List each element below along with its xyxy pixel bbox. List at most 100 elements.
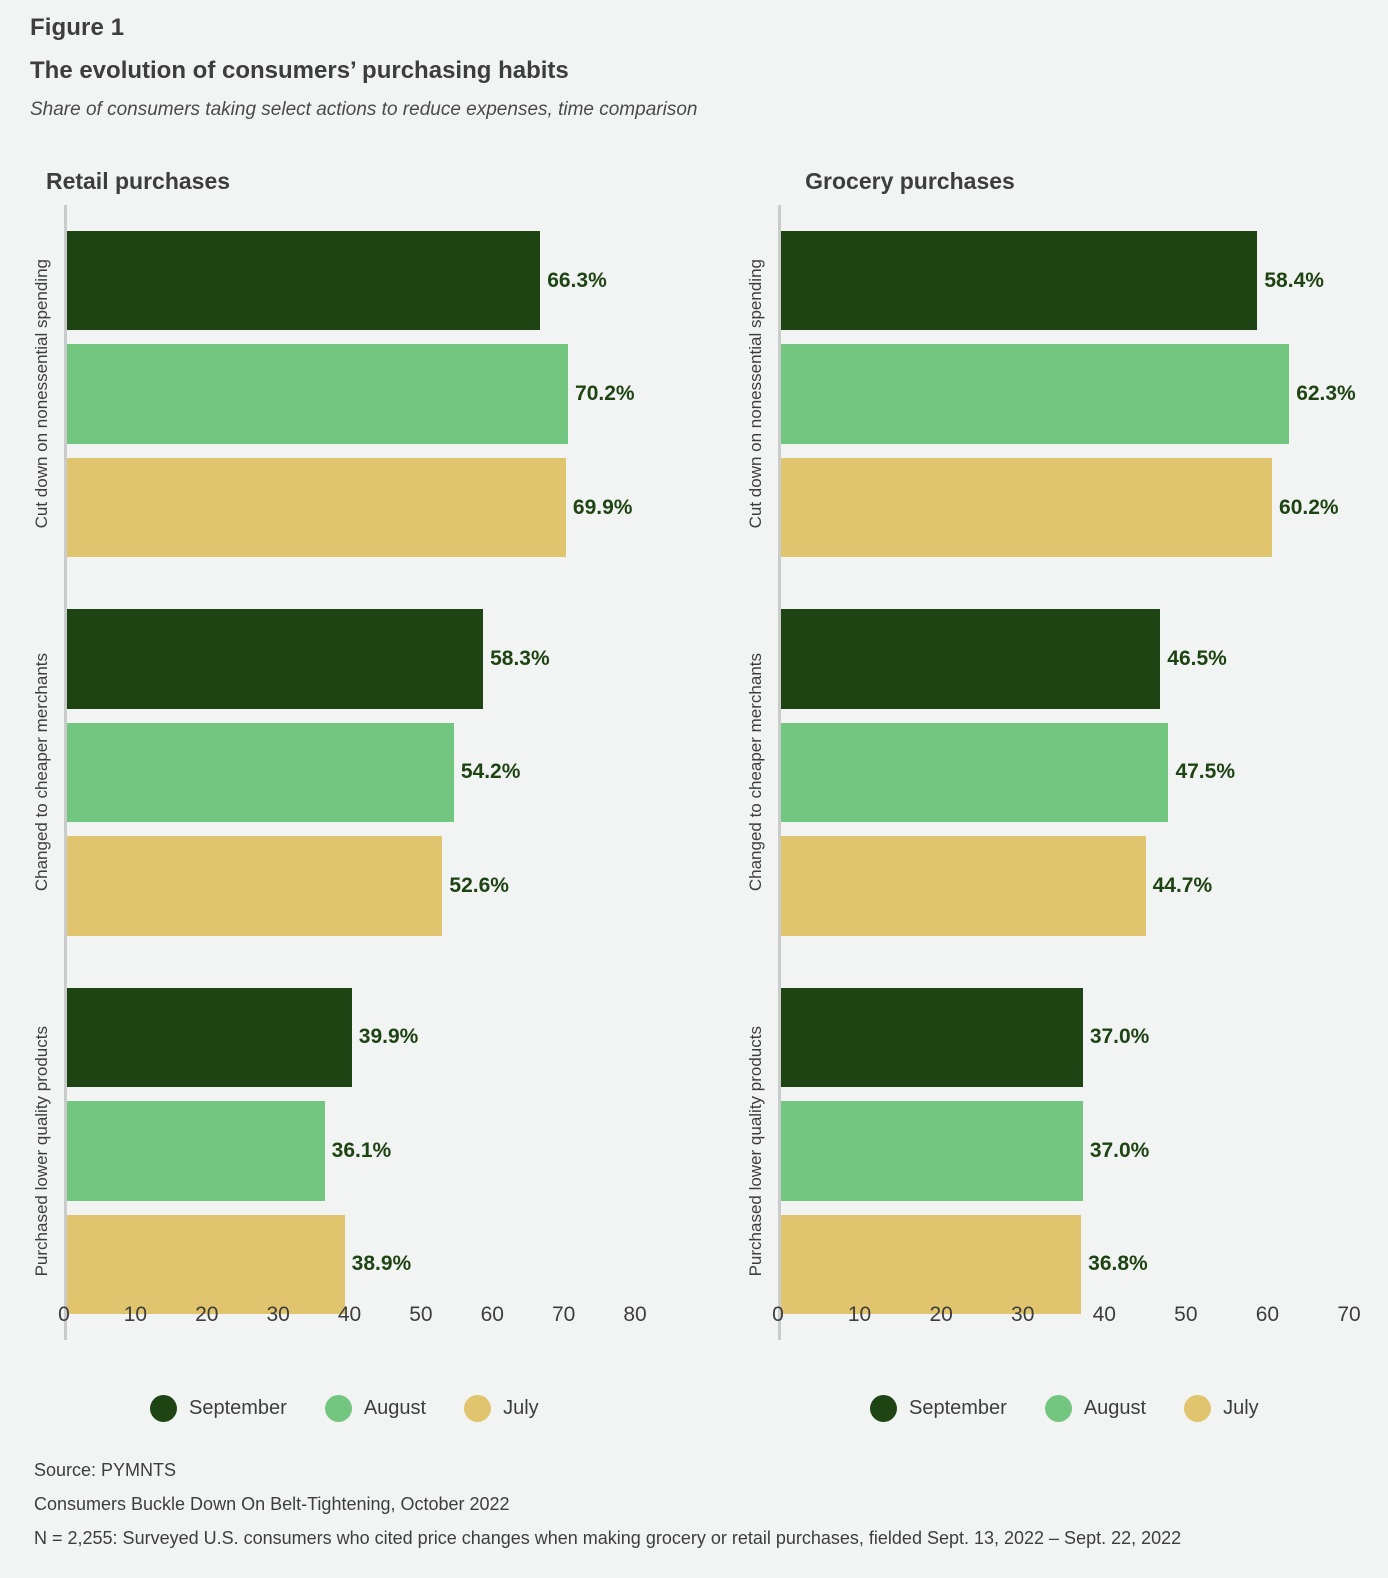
category-axis-label: Purchased lower quality products — [738, 962, 772, 1340]
bar-september[interactable] — [67, 987, 352, 1088]
bar-row: 38.9% — [67, 1214, 635, 1314]
footer-source: Source: PYMNTS — [34, 1460, 177, 1480]
bar-value-label: 37.0% — [1089, 1025, 1150, 1049]
footer-report: Consumers Buckle Down On Belt-Tightening… — [34, 1494, 510, 1514]
x-axis-tick-label: 20 — [929, 1303, 953, 1326]
bar-august[interactable] — [781, 1101, 1083, 1201]
category-group: Changed to cheaper merchants 58.3% 54.2% 52… — [32, 583, 635, 961]
x-axis-tick-label: 30 — [266, 1303, 290, 1326]
x-axis-tick-label: 0 — [58, 1303, 70, 1326]
legend-retail: September August July — [150, 1395, 577, 1422]
category-group: Purchased lower quality products 39.9% 36.… — [32, 962, 635, 1340]
bar-row: 58.4% — [781, 231, 1349, 331]
bar-july[interactable] — [781, 457, 1273, 558]
x-axis-tick-label: 70 — [551, 1303, 576, 1326]
legend-grocery: September August July — [870, 1395, 1297, 1422]
y-axis-line — [64, 205, 67, 1340]
bar-row: 66.3% — [67, 231, 635, 331]
x-axis-tick-label: 80 — [623, 1303, 647, 1326]
bar-july[interactable] — [781, 836, 1146, 936]
page-title: The evolution of consumers’ purchasing h… — [30, 56, 569, 84]
category-group: Cut down on nonessential spending 58.4% 62… — [746, 205, 1356, 583]
x-axis-tick-label: 0 — [772, 1303, 784, 1326]
bar-value-label: 39.9% — [358, 1025, 419, 1049]
category-axis-label-text: Cut down on nonessential spending — [745, 259, 765, 529]
bar-august[interactable] — [67, 344, 569, 444]
bar-value-label: 66.3% — [547, 268, 607, 292]
bar-value-label: 60.2% — [1279, 495, 1339, 519]
bar-july[interactable] — [67, 457, 566, 558]
legend-swatch-july-icon — [1184, 1395, 1212, 1422]
legend-item-august[interactable]: August — [324, 1395, 426, 1422]
bar-row: 37.0% — [781, 987, 1349, 1088]
x-axis-tick-label: 40 — [337, 1303, 362, 1326]
chart-panel-retail: Retail purchases Cut down on nonessentia… — [0, 160, 694, 1385]
legend-item-august[interactable]: August — [1044, 1395, 1146, 1422]
bar-july[interactable] — [67, 836, 443, 936]
x-axis-tick-label: 20 — [195, 1303, 219, 1326]
category-group: Purchased lower quality products 37.0% 37.… — [746, 962, 1349, 1340]
bar-row: 52.6% — [67, 836, 635, 936]
x-axis-tick-label: 60 — [480, 1303, 504, 1326]
bar-august[interactable] — [781, 722, 1169, 823]
legend-swatch-august-icon — [1044, 1395, 1072, 1422]
bar-july[interactable] — [781, 1214, 1082, 1314]
footer-note: N = 2,255: Surveyed U.S. consumers who c… — [34, 1528, 1182, 1548]
bar-value-label: 52.6% — [449, 873, 509, 897]
x-axis-grocery: 0 10 20 30 40 50 60 70 — [772, 1303, 1361, 1337]
bar-value-label: 47.5% — [1175, 760, 1235, 784]
legend-item-september[interactable]: September — [150, 1395, 287, 1422]
figure-header: Figure 1 The evolution of consumers’ pur… — [30, 14, 1360, 121]
legend-item-september[interactable]: September — [870, 1395, 1007, 1422]
chart-title-retail: Retail purchases — [45, 168, 231, 194]
category-axis-label-text: Changed to cheaper merchants — [745, 653, 765, 892]
legend-item-july[interactable]: July — [464, 1395, 539, 1422]
x-axis-tick-label: 70 — [1337, 1303, 1361, 1326]
bar-july[interactable] — [67, 1214, 345, 1314]
x-axis-tick-label: 50 — [1174, 1303, 1198, 1326]
bar-september[interactable] — [781, 987, 1083, 1088]
bar-value-label: 46.5% — [1167, 647, 1227, 671]
legend-swatch-september-icon — [870, 1395, 897, 1422]
bar-september[interactable] — [781, 609, 1161, 709]
bar-september[interactable] — [781, 231, 1258, 331]
category-axis-label: Changed to cheaper merchants — [24, 583, 58, 961]
x-axis-tick-label: 10 — [847, 1303, 872, 1326]
bar-september[interactable] — [67, 231, 541, 331]
bar-value-label: 70.2% — [575, 382, 635, 406]
category-axis-label-text: Changed to cheaper merchants — [31, 653, 51, 892]
x-axis-tick-label: 60 — [1255, 1303, 1280, 1326]
bar-row: 39.9% — [67, 987, 635, 1088]
chart-panel-grocery: Grocery purchases Cut down on nonessenti… — [694, 160, 1388, 1385]
bar-value-label: 62.3% — [1296, 382, 1356, 406]
x-axis-tick-label: 50 — [409, 1303, 433, 1326]
bar-value-label: 54.2% — [460, 760, 521, 784]
bar-row: 54.2% — [67, 722, 635, 823]
category-axis-label-text: Purchased lower quality products — [31, 1025, 51, 1277]
category-axis-label: Cut down on nonessential spending — [24, 205, 58, 583]
bar-value-label: 58.4% — [1264, 268, 1324, 292]
bar-row: 47.5% — [781, 722, 1349, 823]
bar-row: 36.8% — [781, 1214, 1349, 1314]
legend-swatch-july-icon — [464, 1395, 492, 1422]
bar-august[interactable] — [67, 722, 454, 823]
bar-row: 62.3% — [781, 344, 1356, 444]
bar-august[interactable] — [781, 344, 1290, 444]
bar-september[interactable] — [67, 609, 484, 709]
bar-row: 44.7% — [781, 836, 1349, 936]
category-group: Changed to cheaper merchants 46.5% 47.5% 44… — [746, 583, 1349, 961]
bar-value-label: 36.1% — [331, 1138, 392, 1162]
plot-area-retail: Cut down on nonessential spending 66.3% 70… — [32, 205, 635, 1340]
bar-value-label: 44.7% — [1152, 873, 1213, 897]
bar-row: 70.2% — [67, 344, 635, 444]
legend-item-july[interactable]: July — [1184, 1395, 1259, 1422]
category-axis-label-text: Purchased lower quality products — [745, 1025, 765, 1277]
chart-title-grocery: Grocery purchases — [805, 168, 1015, 194]
bar-august[interactable] — [67, 1101, 325, 1201]
legend-label: September — [189, 1397, 287, 1419]
legend-label: July — [503, 1397, 539, 1419]
figure-footer: Source: PYMNTS Consumers Buckle Down On … — [34, 1461, 1374, 1563]
bar-value-label: 38.9% — [351, 1252, 412, 1276]
legend-swatch-august-icon — [324, 1395, 352, 1422]
category-axis-label: Purchased lower quality products — [24, 962, 58, 1340]
